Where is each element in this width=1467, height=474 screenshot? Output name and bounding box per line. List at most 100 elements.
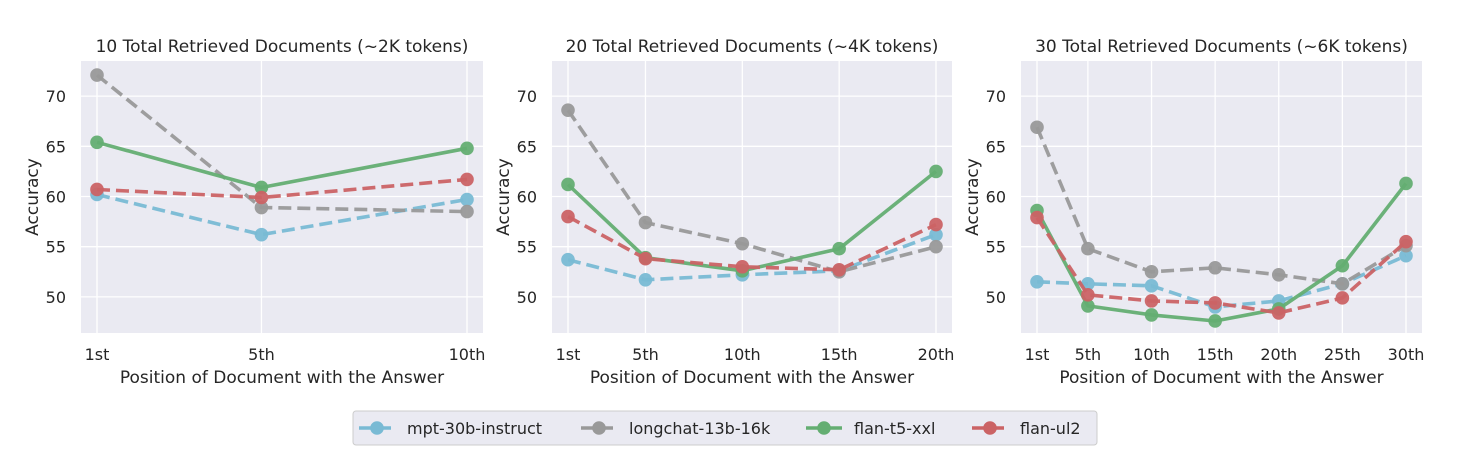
x-tick-label: 5th xyxy=(248,345,275,364)
data-point xyxy=(735,259,750,274)
legend-marker xyxy=(592,421,606,435)
chart-panel-3: 50 55 60 65 70 1st 5th 10th 15th 20th 25th 30th 30 T… xyxy=(963,37,1424,388)
y-tick-label: 65 xyxy=(517,137,537,156)
x-axis-label: Position of Document with the Answer xyxy=(590,368,914,388)
data-point xyxy=(1081,288,1095,302)
chart-title: 20 Total Retrieved Documents (~4K tokens… xyxy=(566,37,939,57)
data-point xyxy=(90,182,104,197)
y-tick-label: 70 xyxy=(517,87,537,106)
data-point xyxy=(1208,314,1222,328)
data-point xyxy=(460,172,474,187)
x-tick-label: 5th xyxy=(1075,345,1102,364)
y-tick-label: 50 xyxy=(986,288,1006,307)
data-point xyxy=(929,164,943,179)
data-point xyxy=(832,262,846,277)
data-point xyxy=(929,239,943,254)
data-point xyxy=(638,251,653,266)
data-point xyxy=(90,135,104,150)
y-axis-label: Accuracy xyxy=(23,158,43,236)
data-point xyxy=(1208,296,1222,310)
y-tick-label: 50 xyxy=(46,288,66,307)
x-axis-label: Position of Document with the Answer xyxy=(1059,368,1383,388)
data-point xyxy=(1399,234,1413,249)
legend: mpt-30b-instruct longchat-13b-16k flan-t5-… xyxy=(352,410,1098,446)
legend-label: longchat-13b-16k xyxy=(629,419,771,438)
data-point xyxy=(1335,291,1350,305)
x-tick-label: 20th xyxy=(1260,345,1297,364)
legend-marker xyxy=(983,421,997,435)
legend-frame xyxy=(352,410,1098,446)
series-longchat-13b-16k xyxy=(90,68,474,219)
data-point xyxy=(254,227,269,242)
x-tick-label: 10th xyxy=(1133,345,1170,364)
data-point xyxy=(1271,267,1286,282)
data-point xyxy=(929,227,943,242)
legend-marker xyxy=(370,421,384,435)
data-point xyxy=(638,273,653,287)
x-tick-label: 1st xyxy=(556,345,581,364)
x-tick-label: 30th xyxy=(1388,345,1425,364)
data-point xyxy=(90,68,104,82)
data-point xyxy=(561,103,575,117)
y-tick-label: 55 xyxy=(986,238,1006,257)
data-point xyxy=(561,177,575,192)
legend-item-flan-ul2: flan-ul2 xyxy=(972,419,1081,438)
data-point xyxy=(1144,308,1159,322)
chart-title: 30 Total Retrieved Documents (~6K tokens… xyxy=(1035,37,1408,57)
data-point xyxy=(460,141,474,156)
data-point xyxy=(561,252,575,267)
x-tick-label: 10th xyxy=(724,345,761,364)
y-tick-label: 65 xyxy=(986,137,1006,156)
data-point xyxy=(1081,299,1095,313)
data-point xyxy=(460,192,474,207)
series-longchat-13b-16k xyxy=(1030,120,1413,291)
data-point xyxy=(1030,120,1044,135)
legend-label: flan-t5-xxl xyxy=(854,419,935,438)
data-point xyxy=(735,236,750,251)
data-point xyxy=(254,200,269,215)
y-tick-label: 50 xyxy=(517,288,537,307)
series-flan-t5-xxl xyxy=(90,135,474,195)
series-flan-ul2 xyxy=(561,209,943,277)
y-axis-label: Accuracy xyxy=(494,158,514,236)
y-tick-label: 60 xyxy=(986,187,1006,206)
data-point xyxy=(1144,279,1159,293)
y-tick-label: 55 xyxy=(517,238,537,257)
y-tick-label: 65 xyxy=(46,137,66,156)
x-tick-label: 1st xyxy=(85,345,110,364)
x-tick-label: 25th xyxy=(1324,345,1361,364)
data-point xyxy=(1399,176,1413,191)
data-point xyxy=(1335,277,1350,291)
legend-label: flan-ul2 xyxy=(1020,419,1081,438)
data-point xyxy=(561,209,575,224)
series-flan-ul2 xyxy=(90,172,474,205)
x-tick-label: 5th xyxy=(632,345,659,364)
legend-item-longchat-13b-16k: longchat-13b-16k xyxy=(581,419,771,438)
legend-marker xyxy=(817,421,831,435)
series-line xyxy=(567,215,937,272)
series-flan-ul2 xyxy=(1030,210,1413,320)
data-point xyxy=(1144,264,1159,279)
y-tick-label: 70 xyxy=(46,87,66,106)
legend-item-flan-t5-xxl: flan-t5-xxl xyxy=(806,419,935,438)
data-point xyxy=(254,190,269,205)
data-point xyxy=(929,217,943,232)
legend-label: mpt-30b-instruct xyxy=(407,419,542,438)
x-tick-label: 10th xyxy=(449,345,486,364)
x-axis-label: Position of Document with the Answer xyxy=(120,368,444,388)
data-point xyxy=(1208,260,1222,275)
x-tick-label: 1st xyxy=(1025,345,1050,364)
data-point xyxy=(1030,275,1044,289)
data-point xyxy=(1335,258,1350,273)
data-point xyxy=(1030,210,1044,225)
y-axis-label: Accuracy xyxy=(963,158,983,236)
x-tick-label: 15th xyxy=(1197,345,1234,364)
data-point xyxy=(460,204,474,219)
y-tick-label: 55 xyxy=(46,238,66,257)
x-tick-label: 15th xyxy=(821,345,858,364)
y-tick-label: 60 xyxy=(46,187,66,206)
y-tick-label: 60 xyxy=(517,187,537,206)
data-point xyxy=(1271,306,1286,320)
data-point xyxy=(254,180,269,195)
